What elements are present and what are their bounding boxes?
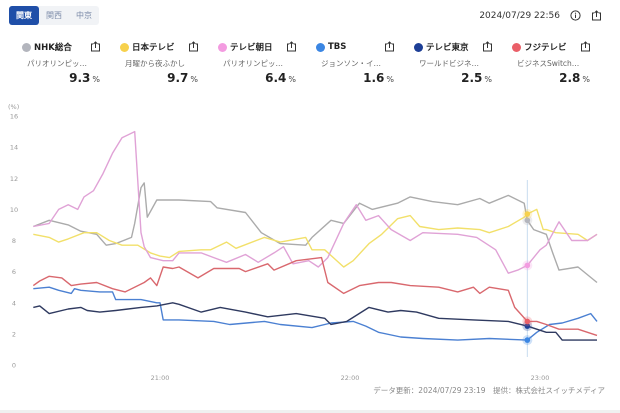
tab-kansai[interactable]: 関西: [46, 11, 62, 20]
rating-value: 6.4%: [265, 71, 296, 85]
station-card[interactable]: テレビ東京 ワールドビジネ… 2.5%: [414, 40, 512, 90]
header-tools: 2024/07/29 22:56: [479, 10, 602, 21]
series-line-2: [33, 130, 598, 274]
station-name: 日本テレビ: [132, 43, 175, 53]
cursor-marker: [524, 323, 531, 329]
rating-unit: %: [484, 75, 492, 84]
station-card[interactable]: テレビ朝日 パリオリンピッ… 6.4%: [218, 40, 316, 90]
rating-unit: %: [386, 75, 394, 84]
program-title: ジョンソン・イ…: [321, 59, 381, 68]
x-tick-label: 22:00: [341, 374, 360, 382]
y-tick-label: 0: [12, 362, 16, 370]
tab-chukyo[interactable]: 中京: [76, 11, 92, 20]
region-tabs: 関東 関西 中京: [9, 6, 99, 25]
x-tick-label: 21:00: [151, 374, 170, 382]
rating-unit: %: [190, 75, 198, 84]
share-icon[interactable]: [188, 41, 199, 52]
series-line-5: [32, 256, 598, 337]
rating-unit: %: [92, 75, 100, 84]
cursor-marker: [524, 337, 531, 343]
share-icon[interactable]: [580, 41, 591, 52]
rating-value: 9.3%: [69, 71, 100, 85]
station-color-dot: [22, 42, 31, 52]
station-card[interactable]: 日本テレビ 月曜から夜ふかし 9.7%: [120, 40, 218, 90]
series-line-4: [33, 302, 597, 341]
y-tick-label: 8: [12, 237, 16, 245]
share-icon[interactable]: [384, 41, 395, 52]
y-tick-label: 6: [12, 268, 16, 276]
program-title: ビジネスSwitch…: [517, 59, 580, 68]
rating-number: 9.7: [167, 71, 189, 85]
station-cards: NHK総合 パリオリンピッ… 9.3% 日本テレビ 月曜から夜ふかし 9.7% テレ…: [22, 40, 610, 90]
cursor-marker: [524, 262, 531, 269]
station-card[interactable]: TBS ジョンソン・イ… 1.6%: [316, 40, 414, 90]
rating-value: 9.7%: [167, 71, 198, 85]
y-tick-label: 10: [10, 206, 18, 214]
y-tick-label: 2: [12, 330, 16, 338]
station-name: TBS: [328, 42, 347, 52]
x-tick-label: 23:00: [531, 374, 550, 382]
station-color-dot: [512, 42, 521, 52]
rating-value: 1.6%: [363, 71, 394, 85]
program-title: パリオリンピッ…: [223, 59, 283, 68]
station-color-dot: [316, 42, 325, 52]
station-name: フジテレビ: [524, 43, 567, 53]
timestamp: 2024/07/29 22:56: [479, 10, 560, 21]
program-title: 月曜から夜ふかし: [125, 59, 185, 68]
share-icon[interactable]: [90, 41, 101, 52]
station-name: NHK総合: [34, 43, 72, 53]
station-card[interactable]: フジテレビ ビジネスSwitch… 2.8%: [512, 40, 610, 90]
rating-unit: %: [288, 75, 296, 84]
cursor-marker: [524, 318, 531, 325]
y-tick-label: 14: [10, 144, 18, 152]
station-name: テレビ朝日: [230, 43, 273, 53]
rating-value: 2.8%: [559, 71, 590, 85]
series-line-3: [33, 286, 598, 341]
tab-kanto[interactable]: 関東: [9, 6, 39, 25]
rating-number: 6.4: [265, 71, 287, 85]
cursor-marker: [524, 211, 531, 217]
y-tick-label: 4: [12, 299, 16, 307]
y-tick-label: 12: [10, 175, 18, 183]
rating-number: 2.8: [559, 71, 581, 85]
share-icon[interactable]: [286, 41, 297, 52]
station-color-dot: [218, 42, 227, 52]
rating-number: 1.6: [363, 71, 385, 85]
y-tick-label: 16: [10, 113, 18, 121]
station-name: テレビ東京: [426, 43, 469, 53]
station-card[interactable]: NHK総合 パリオリンピッ… 9.3%: [22, 40, 120, 90]
data-source-note: データ更新：2024/07/29 23:19 提供：株式会社スイッチメディア: [373, 386, 605, 395]
series-line-0: [33, 182, 598, 284]
share-icon[interactable]: [482, 41, 493, 52]
rating-unit: %: [582, 75, 590, 84]
station-color-dot: [120, 42, 129, 52]
station-color-dot: [414, 42, 423, 52]
rating-number: 9.3: [69, 71, 91, 85]
share-icon[interactable]: [591, 10, 602, 21]
info-icon[interactable]: [570, 10, 581, 21]
program-title: パリオリンピッ…: [27, 59, 87, 68]
y-axis-label: (%): [8, 103, 19, 111]
cursor-marker: [524, 217, 531, 224]
program-title: ワールドビジネ…: [419, 59, 479, 68]
rating-value: 2.5%: [461, 71, 492, 85]
rating-number: 2.5: [461, 71, 483, 85]
divider: [0, 410, 620, 413]
